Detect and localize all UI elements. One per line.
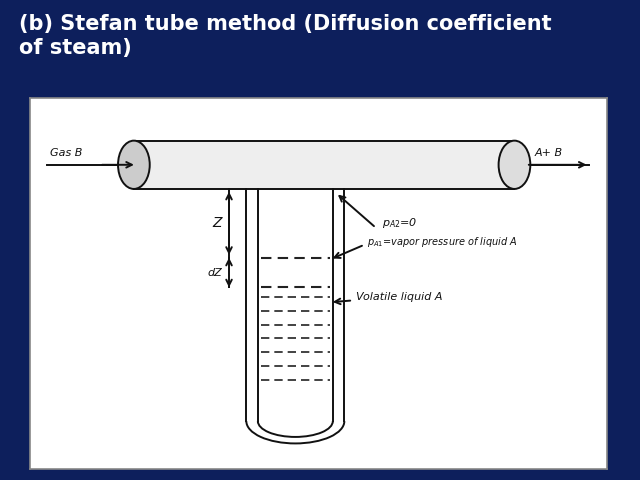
Text: (b) Stefan tube method (Diffusion coefficient
of steam): (b) Stefan tube method (Diffusion coeffi… — [19, 14, 552, 58]
Text: $p_{A2}$=0: $p_{A2}$=0 — [382, 216, 417, 230]
Text: Gas B: Gas B — [51, 147, 83, 157]
Text: Volatile liquid A: Volatile liquid A — [356, 292, 442, 302]
Text: $p_{A1}$=vapor pressure of liquid A: $p_{A1}$=vapor pressure of liquid A — [367, 235, 518, 249]
Ellipse shape — [118, 141, 150, 189]
Ellipse shape — [499, 141, 531, 189]
Text: dZ: dZ — [207, 267, 222, 277]
Bar — [134, 141, 515, 189]
Text: A+ B: A+ B — [534, 147, 563, 157]
Text: Z: Z — [212, 216, 222, 230]
